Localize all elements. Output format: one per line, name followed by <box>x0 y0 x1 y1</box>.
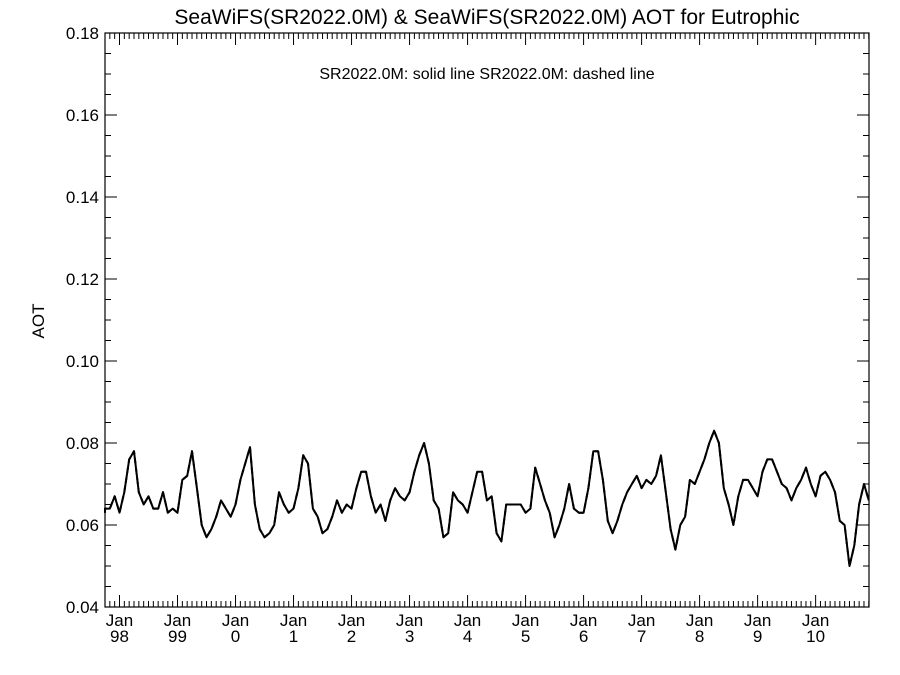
plot-frame <box>104 32 870 608</box>
x-tick-month: Jan <box>222 611 249 630</box>
x-tick-month: Jan <box>338 611 365 630</box>
series-line-solid <box>104 429 870 567</box>
y-tick-label: 0.12 <box>66 270 99 289</box>
x-tick-month: Jan <box>512 611 539 630</box>
x-tick-year: 99 <box>168 627 187 646</box>
x-tick-month: Jan <box>396 611 423 630</box>
y-axis-label: AOT <box>29 304 48 339</box>
x-tick-year: 7 <box>637 627 646 646</box>
x-tick-year: 9 <box>753 627 762 646</box>
y-tick-label: 0.14 <box>66 188 99 207</box>
x-axis: Jan98Jan99Jan0Jan1Jan2Jan3Jan4Jan5Jan6Ja… <box>104 33 870 646</box>
x-tick-year: 98 <box>110 627 129 646</box>
x-tick-year: 0 <box>231 627 240 646</box>
series-layer <box>104 429 870 567</box>
x-tick-year: 5 <box>521 627 530 646</box>
x-tick-year: 2 <box>347 627 356 646</box>
x-tick-year: 1 <box>289 627 298 646</box>
x-tick-month: Jan <box>570 611 597 630</box>
x-tick-year: 3 <box>405 627 414 646</box>
y-tick-label: 0.04 <box>66 598 99 617</box>
x-tick-month: Jan <box>628 611 655 630</box>
y-tick-label: 0.16 <box>66 106 99 125</box>
x-tick-month: Jan <box>454 611 481 630</box>
x-tick-month: Jan <box>164 611 191 630</box>
x-tick-month: Jan <box>744 611 771 630</box>
x-tick-month: Jan <box>802 611 829 630</box>
series-style-note: SR2022.0M: solid line SR2022.0M: dashed … <box>319 66 654 83</box>
y-tick-label: 0.06 <box>66 516 99 535</box>
x-tick-year: 6 <box>579 627 588 646</box>
x-tick-month: Jan <box>280 611 307 630</box>
x-tick-month: Jan <box>106 611 133 630</box>
series-line-dashed <box>104 429 870 567</box>
y-tick-label: 0.18 <box>66 24 99 43</box>
y-tick-label: 0.10 <box>66 352 99 371</box>
y-tick-label: 0.08 <box>66 434 99 453</box>
x-tick-year: 8 <box>695 627 704 646</box>
y-axis: 0.04 0.06 0.08 0.10 0.12 0.14 0.16 0.18 <box>66 24 869 617</box>
x-tick-year: 4 <box>463 627 472 646</box>
x-tick-year: 10 <box>806 627 825 646</box>
chart-title: SeaWiFS(SR2022.0M) & SeaWiFS(SR2022.0M) … <box>174 6 799 29</box>
x-tick-month: Jan <box>686 611 713 630</box>
